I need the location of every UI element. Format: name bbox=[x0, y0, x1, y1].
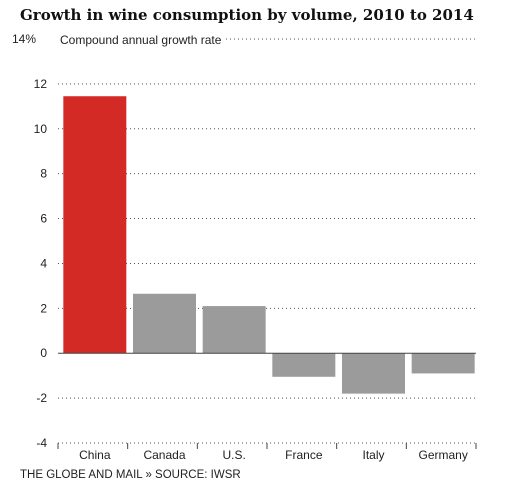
bar-germany bbox=[411, 353, 475, 374]
x-tick-label: Germany bbox=[418, 448, 467, 462]
bar-france bbox=[272, 353, 336, 377]
y-tick-label: 10 bbox=[34, 122, 48, 136]
x-tick-label: France bbox=[285, 448, 323, 462]
chart-title: Growth in wine consumption by volume, 20… bbox=[20, 6, 474, 24]
bar-canada bbox=[133, 293, 196, 354]
y-tick-label: 6 bbox=[40, 212, 47, 226]
y-tick-label: 14% bbox=[12, 32, 36, 46]
source-credit: THE GLOBE AND MAIL » SOURCE: IWSR bbox=[20, 469, 241, 481]
x-tick-label: Italy bbox=[362, 448, 384, 462]
y-tick-label: 4 bbox=[40, 256, 47, 270]
bar-china bbox=[63, 96, 127, 354]
y-tick-label: -4 bbox=[36, 436, 47, 450]
axes bbox=[57, 352, 477, 449]
labels: -4 -2 0 2 4 6 8 10 12 14% China Canada U.S. France Ita… bbox=[12, 32, 468, 462]
y-tick-label: 2 bbox=[40, 301, 47, 315]
x-tick-label: China bbox=[79, 448, 111, 462]
y-tick-label: 12 bbox=[34, 77, 48, 91]
bars bbox=[63, 96, 475, 394]
y-tick-label: -2 bbox=[36, 391, 47, 405]
x-tick-label: Canada bbox=[143, 448, 185, 462]
bar-italy bbox=[342, 353, 405, 394]
x-tick-label: U.S. bbox=[222, 448, 245, 462]
bar-us bbox=[202, 306, 266, 354]
y-tick-label: 0 bbox=[40, 346, 47, 360]
y-tick-label: 8 bbox=[40, 167, 47, 181]
y-axis-unit-label: Compound annual growth rate bbox=[60, 33, 222, 47]
